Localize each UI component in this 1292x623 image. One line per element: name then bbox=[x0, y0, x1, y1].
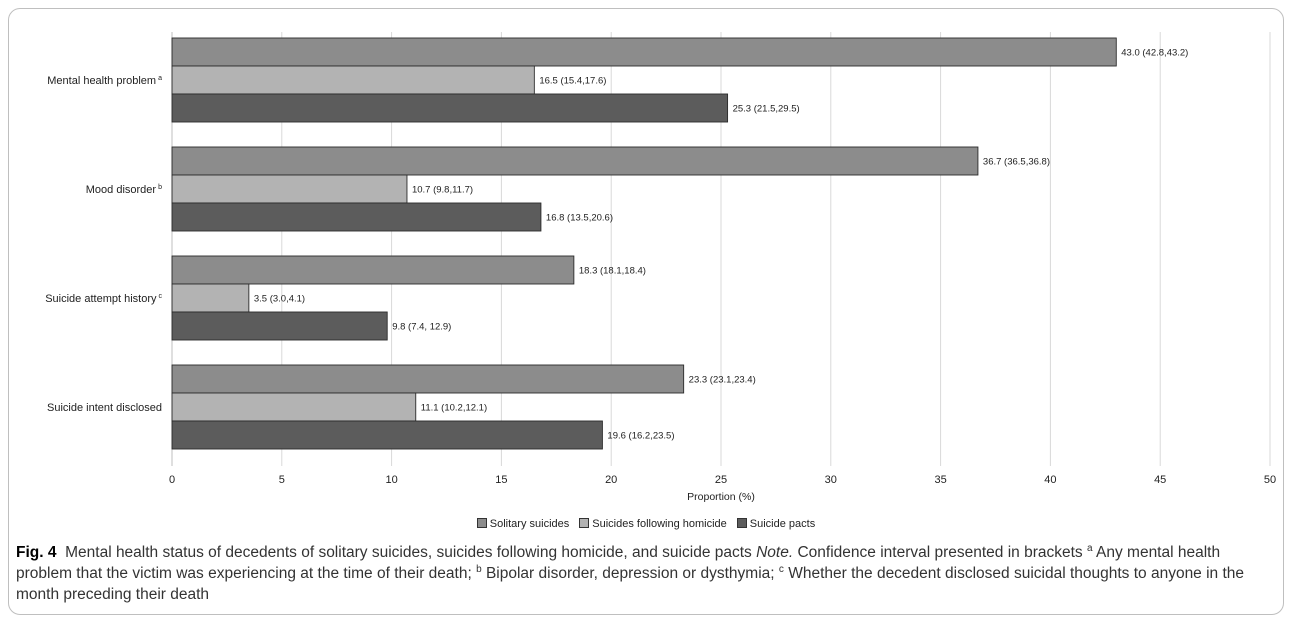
data-label: 10.7 (9.8,11.7) bbox=[412, 185, 473, 196]
bars: 43.0 (42.8,43.2) 16.5 (15.4,17.6) 25.3 (21… bbox=[171, 37, 1188, 450]
figure-title: Mental health status of decedents of sol… bbox=[65, 544, 752, 561]
x-axis-ticks: 0 5 10 15 20 25 30 35 40 45 50 bbox=[169, 474, 1276, 486]
figure-caption: Fig. 4 Mental health status of decedents… bbox=[16, 542, 1276, 605]
x-tick-label: 30 bbox=[825, 474, 837, 486]
legend-label: Suicide pacts bbox=[749, 518, 816, 530]
data-label: 25.3 (21.5,29.5) bbox=[733, 104, 800, 115]
footnote-c-mark: c bbox=[778, 564, 784, 575]
x-tick-label: 20 bbox=[605, 474, 617, 486]
bar bbox=[171, 65, 535, 95]
bar bbox=[171, 146, 979, 176]
data-label: 3.5 (3.0,4.1) bbox=[254, 294, 305, 305]
bar bbox=[171, 174, 408, 204]
category-label-text: Suicide intent disclosed bbox=[47, 402, 162, 414]
legend-item: Solitary suicides bbox=[476, 518, 570, 530]
bar bbox=[171, 311, 388, 341]
category-labels: Mental health problem a Mood disorder b Suic… bbox=[45, 75, 162, 414]
footnote-b-mark: b bbox=[476, 564, 482, 575]
legend-swatch bbox=[476, 518, 487, 528]
bar-chart: 43.0 (42.8,43.2) 16.5 (15.4,17.6) 25.3 (21… bbox=[45, 32, 1276, 503]
category-label: Mood disorder b bbox=[86, 184, 162, 196]
footnote-b: Bipolar disorder, depression or dysthymi… bbox=[485, 565, 775, 582]
data-label: 36.7 (36.5,36.8) bbox=[983, 157, 1050, 168]
footnote-a: Any mental health problem that the victi… bbox=[16, 544, 1221, 582]
x-tick-label: 10 bbox=[385, 474, 397, 486]
footnote-c: Whether the decedent disclosed suicidal … bbox=[16, 565, 1245, 603]
category-label: Suicide intent disclosed bbox=[47, 402, 162, 414]
legend-label: Suicides following homicide bbox=[592, 518, 727, 530]
x-tick-label: 5 bbox=[279, 474, 285, 486]
legend-swatch bbox=[579, 518, 590, 528]
bar bbox=[171, 392, 417, 422]
note-label: Note. bbox=[756, 544, 794, 561]
data-label: 43.0 (42.8,43.2) bbox=[1121, 48, 1188, 59]
data-label: 19.6 (16.2,23.5) bbox=[607, 431, 674, 442]
data-label: 18.3 (18.1,18.4) bbox=[579, 266, 646, 277]
x-tick-label: 40 bbox=[1044, 474, 1056, 486]
figure-label: Fig. 4 bbox=[16, 544, 57, 561]
x-axis-title: Proportion (%) bbox=[687, 491, 755, 503]
data-label: 16.8 (13.5,20.6) bbox=[546, 213, 613, 224]
category-label: Suicide attempt history c bbox=[45, 293, 162, 305]
bar bbox=[171, 202, 542, 232]
bar bbox=[171, 283, 250, 313]
legend: Solitary suicides Suicides following homi… bbox=[0, 518, 1292, 530]
x-tick-label: 15 bbox=[495, 474, 507, 486]
figure-frame bbox=[8, 8, 1284, 615]
bar bbox=[171, 364, 685, 394]
footnote-a-mark: a bbox=[1087, 543, 1093, 554]
category-label-text: Mental health problem bbox=[47, 75, 156, 87]
x-tick-label: 45 bbox=[1154, 474, 1166, 486]
legend-swatch bbox=[736, 518, 747, 528]
data-label: 16.5 (15.4,17.6) bbox=[539, 76, 606, 87]
data-label: 11.1 (10.2,12.1) bbox=[421, 403, 487, 414]
data-label: 9.8 (7.4, 12.9) bbox=[392, 322, 451, 333]
x-tick-label: 35 bbox=[934, 474, 946, 486]
bar bbox=[171, 93, 729, 123]
category-label-text: Mood disorder bbox=[86, 184, 157, 196]
bar bbox=[171, 420, 603, 450]
category-footnote-mark: c bbox=[159, 293, 163, 300]
data-label: 23.3 (23.1,23.4) bbox=[689, 375, 756, 386]
legend-item: Suicide pacts bbox=[736, 518, 816, 530]
category-footnote-mark: b bbox=[158, 184, 162, 191]
x-tick-label: 0 bbox=[169, 474, 175, 486]
category-footnote-mark: a bbox=[158, 75, 162, 82]
bar bbox=[171, 255, 575, 285]
x-tick-label: 25 bbox=[715, 474, 727, 486]
category-label: Mental health problem a bbox=[47, 75, 162, 87]
bar bbox=[171, 37, 1117, 67]
category-label-text: Suicide attempt history bbox=[45, 293, 157, 305]
legend-label: Solitary suicides bbox=[489, 518, 570, 530]
legend-item: Suicides following homicide bbox=[579, 518, 727, 530]
x-tick-label: 50 bbox=[1264, 474, 1276, 486]
note-text: Confidence interval presented in bracket… bbox=[797, 544, 1083, 561]
